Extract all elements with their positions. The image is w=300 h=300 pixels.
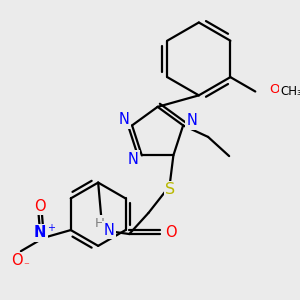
Text: N: N: [104, 223, 115, 238]
Text: CH₃: CH₃: [281, 85, 300, 98]
Text: H: H: [94, 217, 104, 230]
Text: O: O: [34, 199, 46, 214]
Text: O: O: [11, 253, 23, 268]
Text: N: N: [34, 225, 46, 240]
Text: S: S: [165, 182, 176, 197]
Text: O: O: [165, 225, 176, 240]
Text: N: N: [119, 112, 130, 127]
Text: N: N: [186, 113, 197, 128]
Text: N: N: [128, 152, 139, 167]
Text: O: O: [269, 83, 280, 96]
Text: +: +: [46, 223, 55, 233]
Text: ⁻: ⁻: [24, 262, 30, 272]
